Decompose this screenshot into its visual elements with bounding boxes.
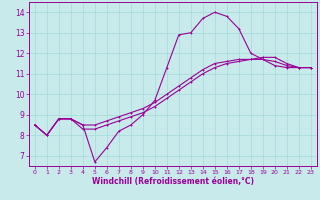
X-axis label: Windchill (Refroidissement éolien,°C): Windchill (Refroidissement éolien,°C) (92, 177, 254, 186)
